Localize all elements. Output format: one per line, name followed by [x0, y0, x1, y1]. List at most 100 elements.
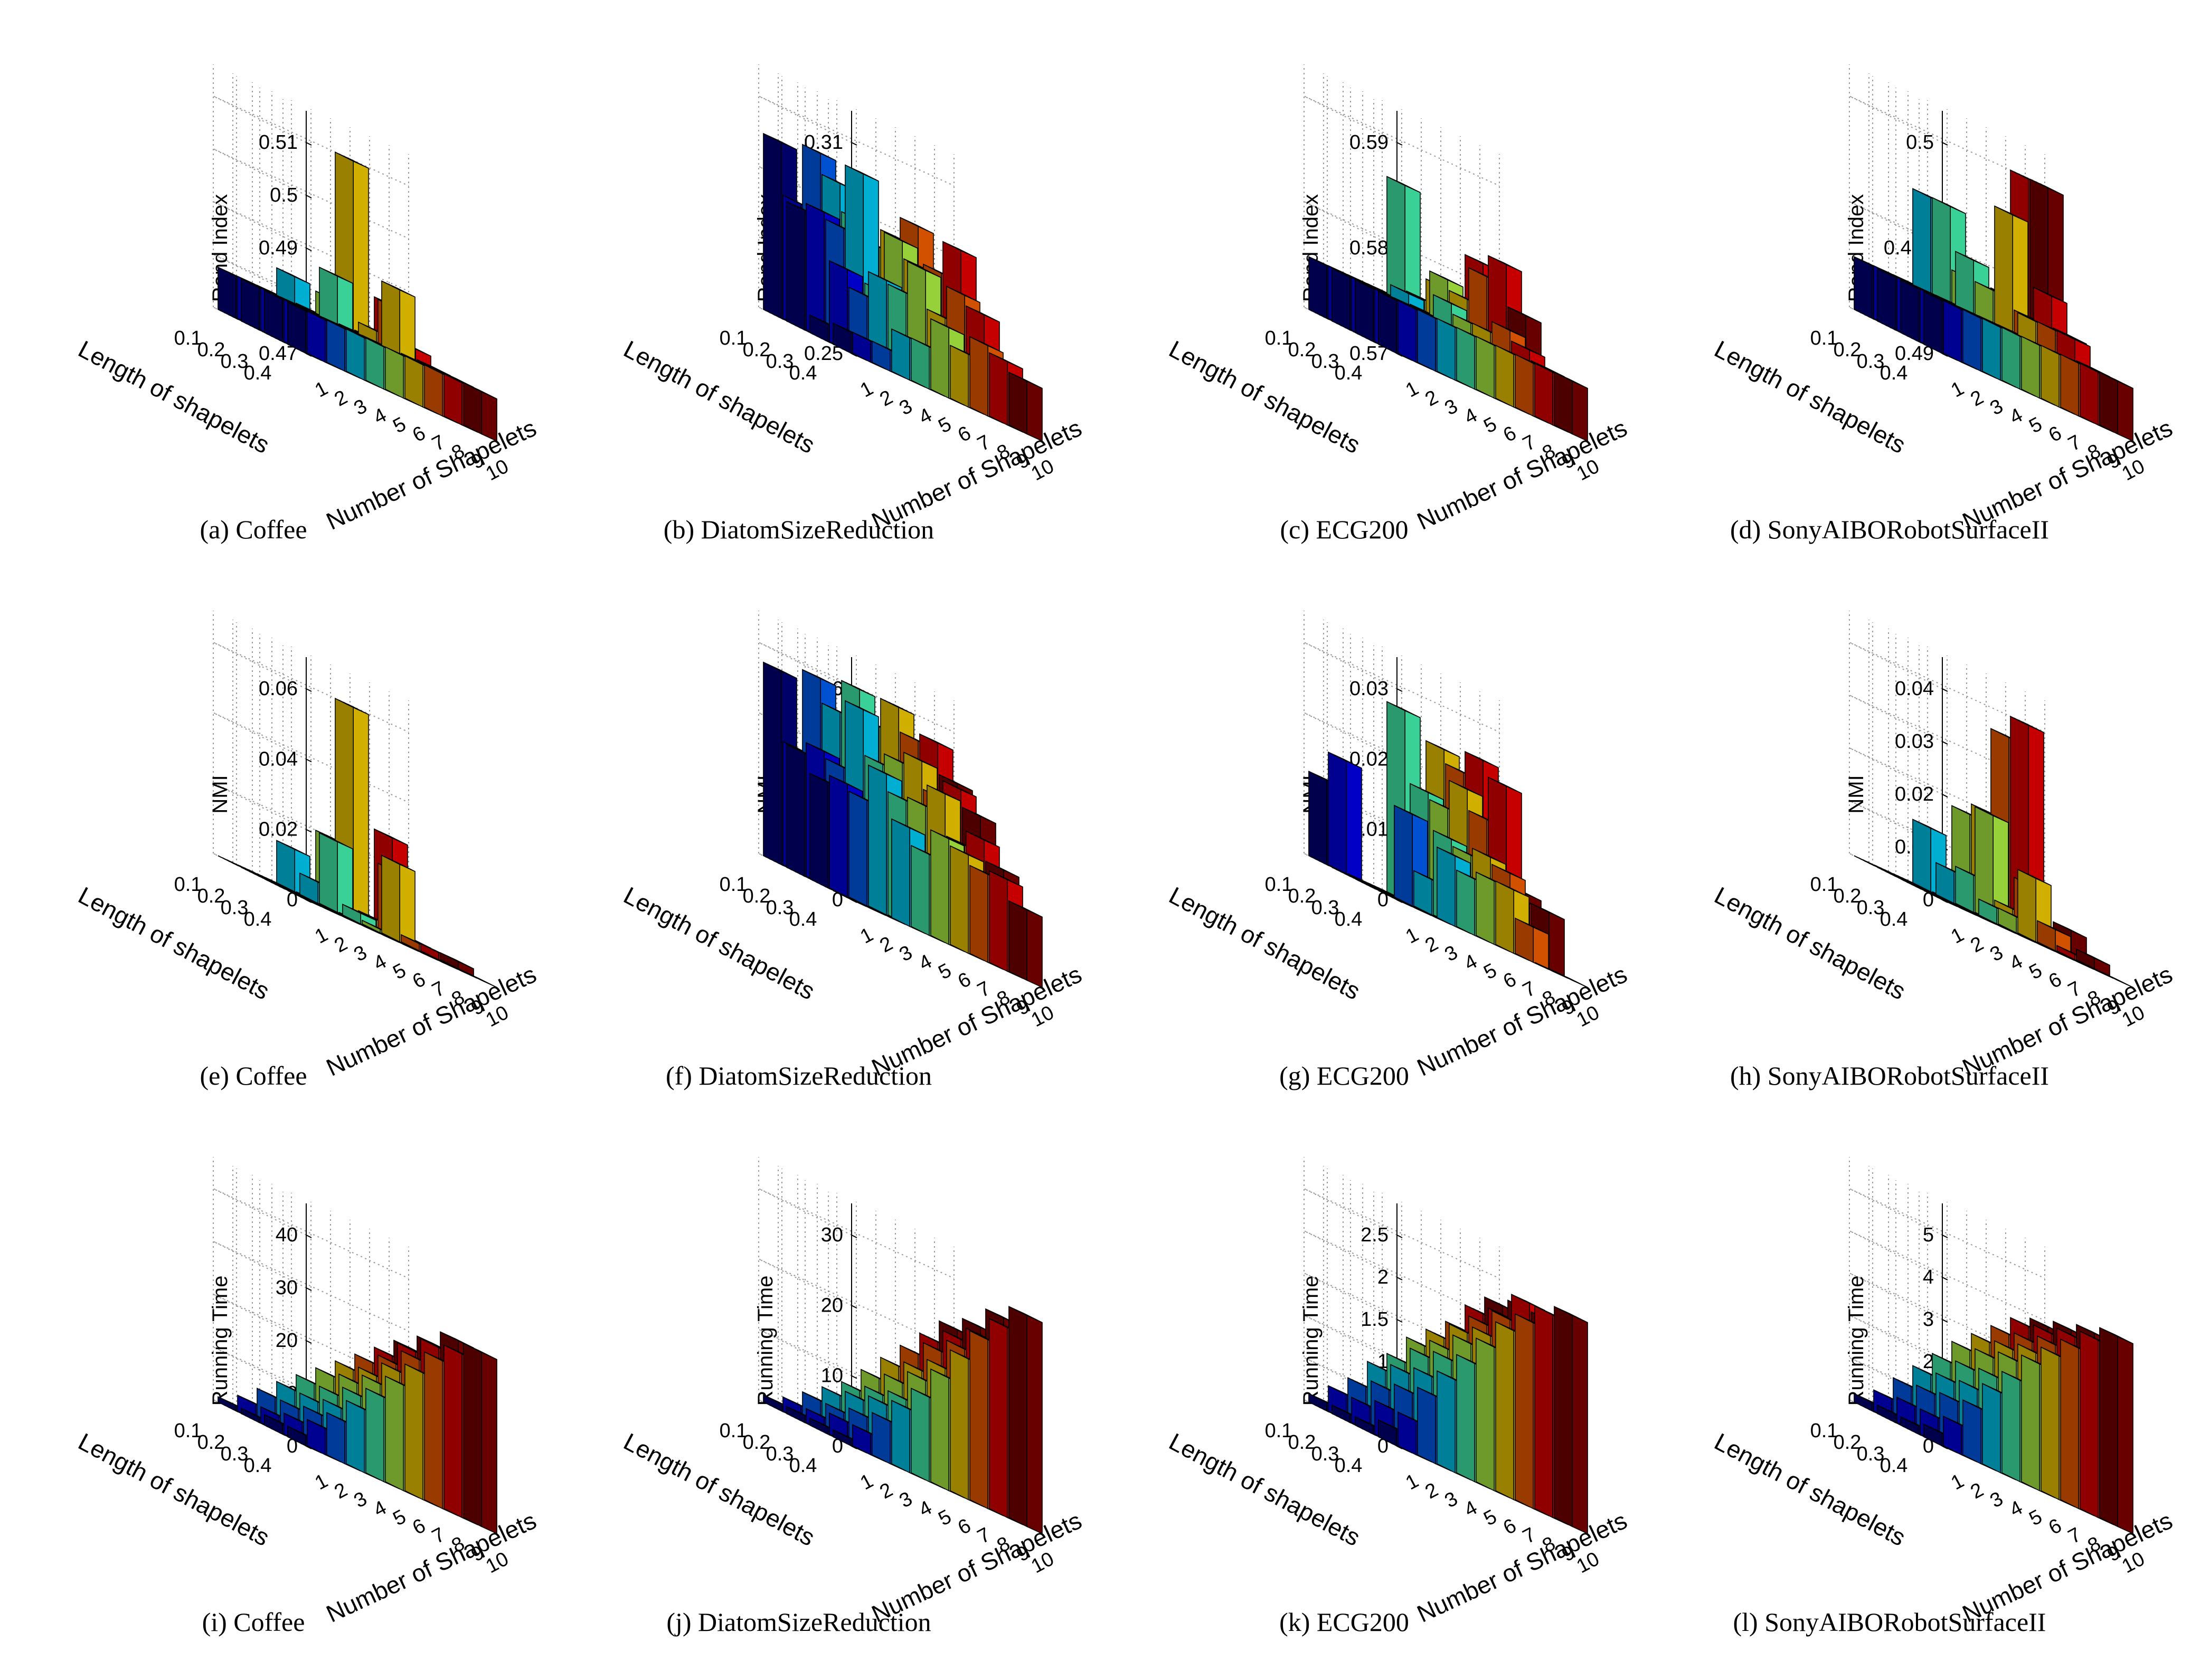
bars	[1854, 716, 2133, 988]
x-tick-label: 6	[1500, 1514, 1520, 1539]
bar-side	[2021, 1354, 2040, 1492]
bar-side	[1331, 268, 1351, 331]
grid-line	[1849, 1273, 2045, 1363]
grid-line	[213, 1241, 409, 1332]
bar-front	[1572, 1315, 1588, 1534]
bars	[1308, 176, 1588, 442]
bar-front	[1026, 1315, 1043, 1534]
bar-top	[1554, 971, 1588, 988]
caption: (e) Coffee	[200, 1061, 307, 1090]
bars	[763, 132, 1043, 442]
bar-top	[942, 241, 977, 258]
z-tick-label: 0.04	[259, 748, 298, 770]
bar-top	[763, 661, 797, 679]
bar-top	[1394, 805, 1428, 822]
bar-top	[962, 806, 996, 824]
z-axis-title: Running Time	[1845, 1276, 1868, 1406]
bar-side	[365, 1388, 384, 1483]
bar-side	[2080, 363, 2099, 426]
y-tick-label: 0.4	[1880, 1455, 1908, 1477]
bar-top	[1507, 306, 1542, 324]
grid-line	[1304, 642, 1500, 733]
x-tick-label: 2	[1422, 932, 1442, 957]
grid-line	[758, 96, 955, 186]
bar	[1975, 806, 2009, 929]
bar-side	[1534, 1305, 1553, 1518]
bar-top	[1008, 1306, 1043, 1323]
bar-side	[911, 844, 930, 936]
y-tick-label: 0.3	[1857, 1443, 1885, 1465]
bar	[440, 952, 474, 976]
z-tick	[851, 1305, 857, 1309]
z-tick-label: 0.59	[1349, 131, 1389, 154]
z-tick-label: 20	[276, 1330, 298, 1352]
bar	[2076, 948, 2110, 976]
bar-side	[1982, 318, 2001, 381]
bar-side	[809, 773, 828, 889]
bar-side	[2060, 1339, 2079, 1510]
bar-top	[942, 780, 977, 798]
x-tick-label: 1	[1402, 377, 1422, 402]
grid-line	[1304, 1230, 1500, 1321]
bar-top	[463, 382, 497, 400]
x-tick-label: 1	[857, 923, 877, 948]
x-tick-label: 4	[915, 404, 936, 429]
y-tick-label: 0.2	[743, 1431, 771, 1454]
bar-top	[1554, 1306, 1588, 1323]
bar-top	[1386, 176, 1421, 193]
x-tick-label: 7	[429, 977, 449, 1002]
bar-side	[786, 743, 805, 877]
x-tick-label: 3	[1987, 941, 2007, 966]
x-tick-label: 2	[876, 386, 896, 411]
z-axis-title: Running Time	[754, 1276, 777, 1406]
z-tick-label: 1.5	[1361, 1308, 1389, 1331]
bar-top	[1465, 751, 1499, 768]
x-tick-label: 3	[1987, 395, 2007, 420]
x-tick-label: 5	[935, 959, 955, 984]
y-tick-label: 0.3	[1857, 350, 1885, 373]
x-tick-label: 3	[1441, 395, 1461, 420]
bar-side	[1456, 869, 1475, 936]
bar-front	[458, 961, 474, 976]
x-tick-label: 1	[1402, 923, 1422, 948]
bar-side	[1437, 846, 1456, 927]
bar-side	[786, 201, 805, 331]
x-tick-label: 5	[390, 413, 410, 438]
bars	[763, 661, 1043, 988]
y-tick-label: 0.4	[789, 1455, 817, 1477]
bar-side	[989, 1318, 1008, 1518]
z-axis-title: NMI	[1845, 775, 1868, 813]
bar-side	[1854, 256, 1873, 319]
x-tick-label: 7	[1519, 1523, 1540, 1548]
bar	[1515, 917, 1549, 970]
bar	[1554, 372, 1588, 442]
z-tick	[1942, 688, 1948, 692]
y-tick-label: 0.3	[1857, 897, 1885, 919]
bar-top	[1912, 819, 1947, 836]
z-tick	[851, 1235, 857, 1238]
x-tick-label: 1	[857, 377, 877, 402]
bar-side	[2041, 345, 2060, 408]
y-tick-label: 0.1	[1810, 1420, 1838, 1442]
y-tick-label: 0.2	[1834, 339, 1862, 361]
bar-side	[1495, 880, 1514, 954]
y-tick-label: 0.4	[244, 362, 272, 384]
bar-side	[891, 818, 910, 927]
z-tick-label: 0.06	[259, 678, 298, 700]
bar-top	[903, 752, 938, 769]
bar-side	[1877, 268, 1896, 331]
bar-side	[1008, 900, 1027, 981]
z-tick-label: 2.5	[1361, 1224, 1389, 1246]
bar-top	[1955, 251, 1989, 268]
bar-side	[1397, 300, 1416, 363]
x-tick-label: 5	[390, 1505, 410, 1530]
bar-side	[346, 1400, 365, 1474]
z-tick-label: 0.04	[1895, 678, 1934, 700]
z-tick-label: 0.49	[259, 237, 298, 259]
y-tick-label: 0.1	[1265, 874, 1293, 896]
z-tick	[1396, 142, 1403, 146]
bar-side	[2099, 1327, 2118, 1527]
bar-top	[1491, 863, 1526, 881]
